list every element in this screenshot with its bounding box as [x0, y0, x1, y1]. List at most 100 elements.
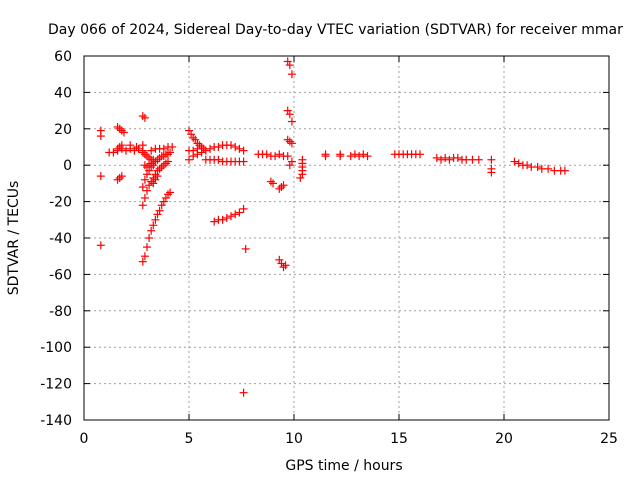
data-point: [145, 234, 154, 242]
data-point: [235, 144, 244, 153]
data-point: [138, 141, 147, 150]
data-point: [269, 179, 277, 188]
data-point: [126, 141, 135, 150]
data-point: [523, 161, 532, 170]
data-point: [117, 126, 126, 135]
data-point: [285, 61, 294, 70]
data-point: [164, 150, 172, 159]
y-tick-label: -100: [40, 340, 72, 356]
data-point: [113, 144, 122, 153]
data-point: [281, 261, 290, 270]
data-point: [138, 148, 147, 157]
data-point: [560, 166, 569, 175]
data-point: [191, 135, 200, 144]
y-tick-label: 20: [54, 122, 72, 138]
data-point: [140, 113, 149, 122]
data-point: [119, 128, 128, 137]
x-axis-label: GPS time / hours: [285, 458, 402, 474]
data-point: [143, 243, 151, 252]
data-point: [287, 157, 296, 166]
data-point: [147, 146, 156, 155]
data-point: [109, 148, 118, 157]
data-point: [164, 190, 172, 199]
data-point: [130, 146, 139, 155]
data-point: [147, 226, 156, 235]
data-point: [355, 152, 364, 161]
data-point: [195, 141, 204, 150]
x-tick-label: 15: [390, 431, 408, 447]
data-points: [96, 57, 569, 397]
data-point: [227, 212, 235, 221]
axis-ticks: 0 5 10 15 20 25 60 40 20 0 -20 -40 -60 -80 -100 -120 -14…: [40, 49, 618, 447]
data-point: [185, 126, 193, 135]
data-point: [287, 139, 296, 148]
data-point: [159, 197, 168, 206]
data-point: [283, 106, 292, 115]
data-point: [231, 210, 240, 219]
y-tick-label: 40: [54, 85, 72, 101]
x-tick-label: 20: [495, 431, 513, 447]
data-point: [151, 175, 160, 184]
data-point: [275, 255, 284, 264]
y-tick-label: 60: [54, 49, 72, 65]
y-tick-label: -120: [40, 377, 72, 393]
data-point: [140, 175, 149, 184]
data-point: [279, 263, 288, 272]
data-point: [285, 137, 294, 146]
data-point: [453, 153, 462, 162]
data-point: [138, 183, 147, 192]
data-point: [283, 152, 292, 161]
data-point: [157, 201, 166, 210]
data-point: [235, 208, 244, 217]
data-point: [143, 163, 151, 172]
data-point: [145, 161, 154, 170]
data-point: [96, 241, 105, 250]
data-point: [222, 213, 231, 222]
data-point: [275, 184, 284, 193]
x-tick-label: 5: [185, 431, 194, 447]
data-point: [117, 172, 126, 181]
data-point: [514, 159, 523, 168]
data-point: [166, 148, 175, 157]
data-point: [138, 201, 147, 210]
y-tick-label: -80: [49, 304, 72, 320]
data-point: [164, 157, 172, 166]
data-point: [138, 257, 147, 266]
data-point: [157, 163, 166, 172]
data-point: [277, 183, 286, 192]
data-point: [151, 157, 160, 166]
data-point: [271, 152, 280, 161]
data-point: [296, 173, 305, 182]
data-point: [239, 157, 248, 166]
data-point: [279, 181, 288, 190]
data-point: [132, 143, 141, 151]
data-point: [155, 164, 164, 173]
data-point: [155, 206, 164, 215]
data-point: [363, 152, 372, 161]
data-point: [239, 204, 248, 213]
data-point: [437, 155, 445, 164]
data-point: [210, 217, 219, 226]
data-point: [151, 215, 160, 224]
y-tick-label: -40: [49, 231, 72, 247]
data-point: [143, 170, 151, 179]
data-point: [277, 259, 286, 268]
data-point: [193, 144, 202, 153]
x-tick-label: 25: [600, 431, 618, 447]
data-point: [122, 146, 130, 155]
data-point: [113, 175, 122, 184]
data-point: [159, 161, 168, 170]
data-point: [117, 141, 126, 150]
y-tick-label: -140: [40, 413, 72, 429]
data-point: [510, 157, 519, 166]
data-point: [115, 173, 124, 182]
data-point: [336, 152, 345, 161]
data-point: [159, 144, 168, 153]
data-point: [285, 161, 294, 170]
data-point: [153, 172, 162, 181]
data-point: [185, 155, 193, 164]
data-point: [96, 172, 105, 181]
data-point: [231, 143, 240, 151]
data-point: [197, 143, 206, 151]
data-point: [161, 159, 170, 168]
